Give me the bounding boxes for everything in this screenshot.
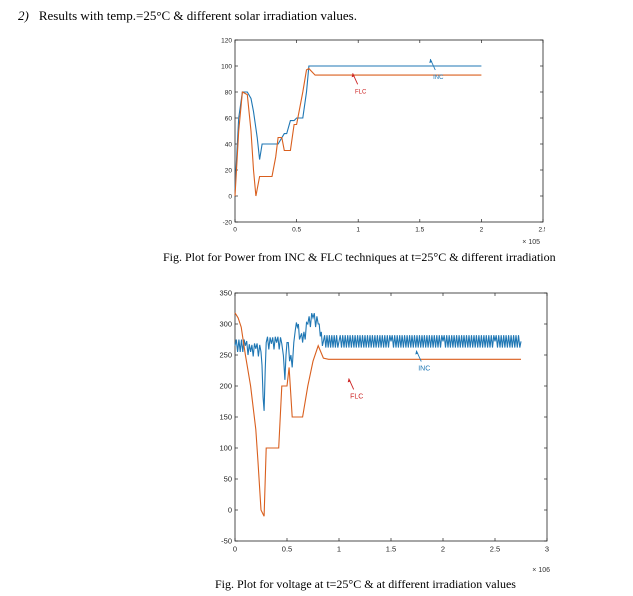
x-tick-label: 1.5 [415,227,424,234]
x-tick-label: 0 [233,545,237,554]
y-tick-label: 100 [221,64,232,71]
y-tick-label: 40 [225,142,233,149]
y-tick-label: 100 [219,444,232,453]
figure-1-caption: Fig. Plot for Power from INC & FLC techn… [163,250,556,264]
x-tick-label: 2 [480,227,484,234]
x-tick-label: 2 [441,545,445,554]
y-tick-label: -50 [221,537,232,546]
x-tick-label: 0.5 [292,227,301,234]
x-tick-label: 1 [356,227,360,234]
voltage-series [234,312,522,517]
figure-2-caption: Fig. Plot for voltage at t=25°C & at dif… [215,577,516,591]
y-tick-label: 150 [219,413,232,422]
annotation-arrowhead [351,73,355,78]
y-tick-label: 60 [225,116,233,123]
voltage-annotations: INC FLC [347,350,430,400]
x-tick-label: 0.5 [282,545,292,554]
y-tick-label: 80 [225,90,233,97]
power-x-multiplier: × 105 [522,239,540,246]
voltage-x-ticks: 0 0.5 1 1.5 2 2.5 3 [233,293,549,554]
section-title: Results with temp.=25°C & different sola… [38,8,357,23]
x-tick-label: 1.5 [386,545,396,554]
annotation-arrowhead [429,59,433,63]
y-tick-label: 350 [219,289,232,298]
y-tick-label: 120 [221,38,232,45]
y-tick-label: 20 [225,168,233,175]
power-annotations: INC FLC [351,58,444,95]
voltage-y-ticks: -50 0 50 100 150 200 250 300 350 [219,289,547,546]
section-number: 2) [18,8,29,23]
y-tick-label: -20 [223,220,233,227]
power-plot-frame [234,39,544,223]
y-tick-label: 50 [224,475,232,484]
y-tick-label: 0 [228,194,232,201]
y-tick-label: 250 [219,351,232,360]
power-series [234,65,482,197]
x-tick-label: 1 [337,545,341,554]
series-line-flc [234,67,482,197]
x-tick-label: 2.5 [490,545,500,554]
annotation-arrowhead [347,378,351,383]
y-tick-label: 200 [219,382,232,391]
x-tick-label: 2.5 [538,227,545,234]
x-tick-label: 3 [545,545,549,554]
series-line-inc [234,65,482,190]
annotation-label-inc: INC [433,75,444,81]
series-line-flc [234,312,521,517]
annotation-label-flc: FLC [350,393,363,400]
series-line-inc [234,313,522,411]
x-tick-label: 0 [233,227,237,234]
annotation-arrowhead [415,350,419,355]
voltage-x-multiplier: × 106 [532,567,550,574]
y-tick-label: 0 [228,506,232,515]
power-x-ticks: 0 0.5 1 1.5 2 2.5 [233,40,545,234]
annotation-label-flc: FLC [355,89,367,95]
voltage-plot-frame [234,292,548,542]
section-heading: 2) Results with temp.=25°C & different so… [18,8,357,24]
annotation-label-inc: INC [418,366,430,373]
y-tick-label: 300 [219,320,232,329]
